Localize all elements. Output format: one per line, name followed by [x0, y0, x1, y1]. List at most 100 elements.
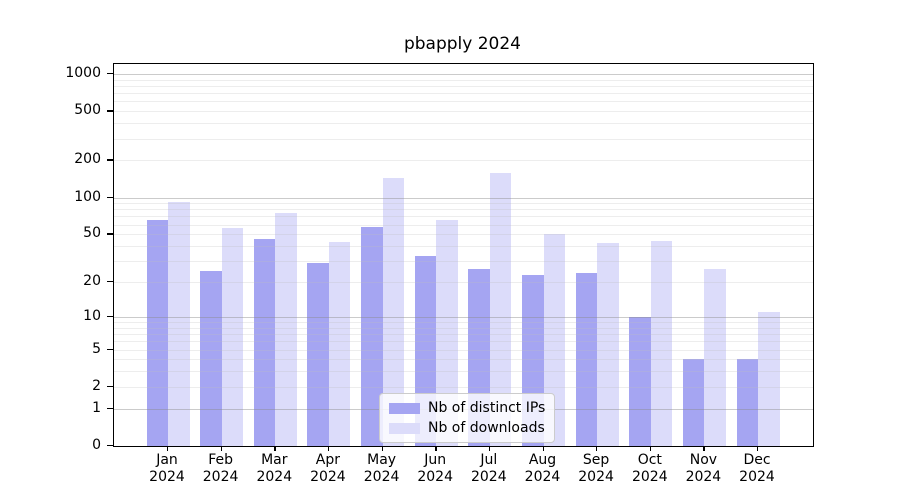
y-tick: [107, 233, 113, 235]
x-tick-label: Jun 2024: [417, 452, 453, 485]
y-tick-label: 50: [83, 225, 101, 242]
y-tick: [107, 445, 113, 447]
bar-distinct-ips: [253, 238, 276, 446]
chart-title: pbapply 2024: [403, 34, 522, 54]
y-tick: [107, 281, 113, 283]
legend-swatch-downloads: [389, 422, 420, 434]
gridline-minor: [114, 334, 813, 335]
x-tick: [381, 446, 383, 451]
x-tick-label: Feb 2024: [202, 452, 239, 485]
bar-downloads: [382, 177, 405, 446]
gridline-minor: [114, 341, 813, 343]
x-tick-label: Mar 2024: [256, 452, 293, 485]
y-tick: [107, 110, 113, 112]
bar-downloads: [704, 268, 726, 446]
gridline-minor: [114, 224, 813, 226]
bar-downloads: [436, 219, 458, 446]
y-tick: [107, 385, 113, 388]
y-tick-label: 20: [83, 273, 101, 289]
gridline-minor: [114, 349, 813, 351]
y-tick-label: 200: [74, 151, 101, 168]
x-tick-label: Jan 2024: [149, 452, 185, 485]
y-tick-label: 1000: [65, 64, 101, 81]
gridline-minor: [114, 79, 813, 81]
bar-downloads: [275, 212, 297, 446]
bar-distinct-ips: [200, 270, 222, 446]
gridline-minor: [114, 322, 813, 323]
gridline-major: [114, 197, 813, 199]
y-tick-label: 5: [92, 340, 101, 357]
bar-distinct-ips: [682, 359, 705, 446]
x-tick: [274, 446, 276, 451]
bar-downloads: [168, 201, 190, 446]
gridline-minor: [114, 101, 813, 103]
y-tick-label: 100: [74, 188, 101, 205]
legend-label-downloads: Nb of downloads: [428, 420, 545, 436]
gridline-minor: [114, 234, 813, 236]
gridline-minor: [114, 111, 813, 113]
gridline-minor: [114, 359, 813, 361]
gridline-minor: [114, 282, 813, 283]
bar-distinct-ips: [629, 316, 651, 446]
y-tick-label: 2: [92, 377, 101, 394]
bar-downloads: [221, 228, 244, 446]
gridline-minor: [114, 209, 813, 211]
x-tick: [327, 446, 330, 451]
gridline-major: [114, 73, 813, 75]
x-tick: [435, 446, 437, 451]
gridline-minor: [114, 123, 813, 125]
gridline-minor: [114, 246, 813, 247]
bar-distinct-ips: [361, 227, 383, 446]
gridline-minor: [114, 386, 813, 388]
x-tick: [167, 446, 169, 451]
bar-downloads: [328, 242, 351, 446]
x-tick-label: May 2024: [363, 452, 400, 485]
x-tick: [703, 446, 705, 451]
y-tick-label: 10: [83, 307, 101, 324]
x-tick-label: Dec 2024: [739, 452, 775, 485]
y-tick: [107, 72, 113, 75]
y-tick: [107, 196, 113, 198]
legend-swatch-distinct-ips: [389, 402, 420, 414]
bar-downloads: [758, 312, 780, 446]
y-tick-label: 1: [92, 399, 101, 416]
x-tick: [542, 446, 544, 451]
gridline-minor: [114, 85, 813, 87]
x-tick-label: Oct 2024: [631, 452, 668, 485]
gridline-minor: [114, 371, 813, 373]
y-tick-label: 500: [74, 102, 101, 119]
gridline-minor: [114, 216, 813, 218]
y-tick: [107, 348, 113, 350]
bar-distinct-ips: [736, 359, 758, 446]
gridline-minor: [114, 160, 813, 162]
legend-label-distinct-ips: Nb of distinct IPs: [428, 400, 546, 416]
x-tick: [220, 446, 222, 451]
bar-downloads: [489, 173, 512, 446]
plot-area: Nb of distinct IPs Nb of downloads: [113, 63, 814, 447]
x-tick-label: Aug 2024: [524, 452, 561, 485]
x-tick: [488, 446, 491, 451]
bar-downloads: [597, 243, 619, 446]
bar-distinct-ips: [575, 272, 598, 446]
y-tick: [107, 159, 113, 161]
y-tick: [107, 315, 113, 318]
x-tick-label: Sep 2024: [578, 452, 614, 485]
gridline-minor: [114, 327, 813, 329]
x-tick: [649, 446, 652, 451]
gridline-minor: [114, 203, 813, 205]
x-tick-label: Apr 2024: [310, 452, 346, 485]
legend-item-distinct-ips: Nb of distinct IPs: [389, 400, 545, 416]
bar-distinct-ips: [146, 220, 168, 446]
gridline-major: [114, 316, 813, 318]
gridline-minor: [114, 138, 813, 140]
bar-distinct-ips: [307, 262, 329, 446]
gridline-minor: [114, 261, 813, 263]
x-tick-label: Nov 2024: [685, 452, 722, 485]
legend: Nb of distinct IPs Nb of downloads: [379, 393, 556, 443]
y-tick: [107, 407, 113, 410]
legend-item-downloads: Nb of downloads: [389, 420, 545, 436]
bar-downloads: [650, 241, 673, 446]
gridline-minor: [114, 93, 813, 95]
x-tick: [757, 446, 759, 451]
